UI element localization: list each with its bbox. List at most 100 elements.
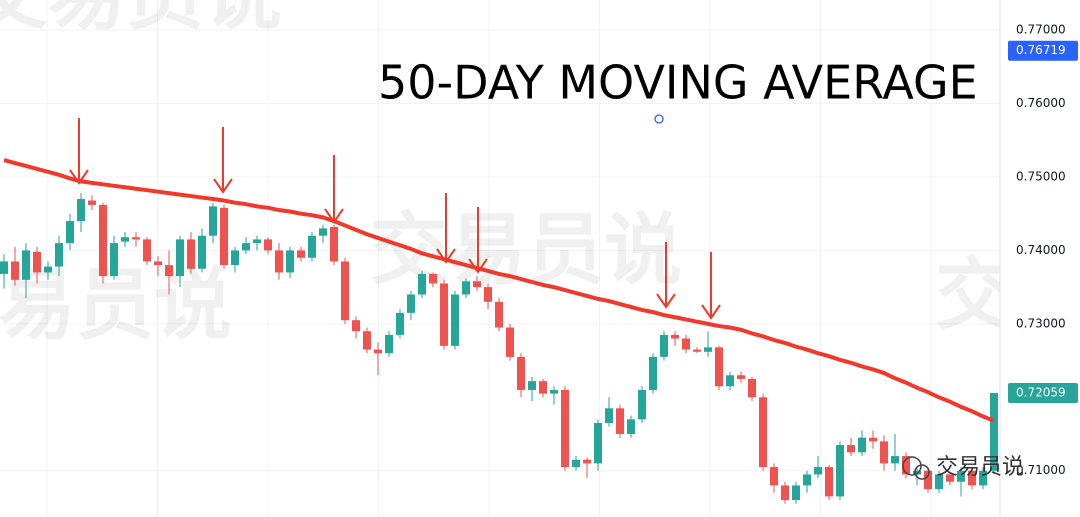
y-tick-label: 0.73000 bbox=[1016, 316, 1066, 330]
price-axis bbox=[1000, 0, 1080, 517]
candle-body bbox=[715, 347, 723, 387]
candle-body bbox=[550, 389, 558, 394]
candle-body bbox=[737, 375, 745, 379]
candle-body bbox=[33, 251, 41, 273]
candle-body bbox=[253, 239, 261, 244]
candle-body bbox=[22, 250, 30, 280]
candle-body bbox=[506, 327, 514, 357]
candle-body bbox=[561, 389, 569, 468]
candle-body bbox=[528, 381, 536, 390]
candle-body bbox=[847, 445, 855, 453]
candle-body bbox=[88, 200, 96, 205]
arrow bbox=[701, 252, 721, 320]
candle-body bbox=[231, 250, 239, 266]
candle-body bbox=[759, 397, 767, 468]
candle-body bbox=[154, 261, 162, 266]
candle-body bbox=[462, 281, 470, 295]
candle-body bbox=[264, 239, 272, 251]
candle-body bbox=[836, 445, 844, 497]
candle-body bbox=[407, 294, 415, 313]
price-label-box bbox=[1008, 382, 1078, 403]
y-tick-label: 0.74000 bbox=[1016, 243, 1066, 257]
arrows bbox=[69, 118, 721, 320]
arrow bbox=[213, 127, 233, 194]
logo-text: 交易员说 bbox=[936, 455, 1024, 480]
chart-title: 50-DAY MOVING AVERAGE bbox=[378, 56, 978, 110]
candle-body bbox=[979, 470, 987, 486]
candle-body bbox=[968, 470, 976, 486]
candle-body bbox=[616, 408, 624, 435]
candle-body bbox=[0, 261, 8, 274]
candle-body bbox=[649, 356, 657, 390]
watermark: 交易员说 bbox=[0, 0, 282, 40]
candle-body bbox=[440, 283, 448, 346]
candle-body bbox=[319, 228, 327, 236]
y-tick-label: 0.77000 bbox=[1016, 23, 1066, 37]
candle-body bbox=[902, 456, 910, 475]
candle-body bbox=[495, 301, 503, 328]
candle-body bbox=[869, 437, 877, 442]
price-label: 0.72059 bbox=[1016, 385, 1066, 399]
candle-body bbox=[242, 243, 250, 251]
candle-body bbox=[583, 459, 591, 464]
candle-body bbox=[704, 347, 712, 352]
candle-body bbox=[946, 474, 954, 482]
candle-body bbox=[825, 467, 833, 497]
candle-body bbox=[99, 204, 107, 277]
candle-body bbox=[429, 273, 437, 284]
candle-body bbox=[11, 261, 19, 280]
marker bbox=[654, 114, 664, 124]
candle-body bbox=[374, 349, 382, 354]
candle-body bbox=[638, 389, 646, 420]
candle-body bbox=[539, 381, 547, 394]
candle-body bbox=[396, 312, 404, 335]
candle-body bbox=[484, 287, 492, 302]
candle-body bbox=[385, 334, 393, 354]
arrow bbox=[436, 193, 456, 264]
candle-body bbox=[275, 250, 283, 273]
arrow bbox=[324, 155, 344, 224]
candle-body bbox=[132, 237, 140, 240]
moving-average bbox=[3, 158, 995, 423]
candle-body bbox=[781, 485, 789, 501]
candle-body bbox=[451, 294, 459, 346]
candle-body bbox=[682, 338, 690, 350]
candle-body bbox=[297, 250, 305, 258]
candle-body bbox=[803, 474, 811, 486]
logo: 交易员说 bbox=[902, 455, 1024, 480]
candle-body bbox=[363, 331, 371, 350]
candle-body bbox=[891, 456, 899, 464]
candle-body bbox=[121, 237, 129, 242]
candle-body bbox=[286, 250, 294, 273]
candle-body bbox=[77, 199, 85, 222]
candle-body bbox=[55, 243, 63, 267]
candle-body bbox=[627, 419, 635, 435]
candle-body bbox=[66, 221, 74, 244]
candle-body bbox=[341, 261, 349, 321]
candle-body bbox=[330, 226, 338, 262]
candle-body bbox=[792, 485, 800, 501]
logo-icon bbox=[902, 456, 922, 476]
candle-body bbox=[693, 349, 701, 352]
candle-body bbox=[110, 243, 118, 277]
candle-body bbox=[187, 239, 195, 269]
candle-body bbox=[748, 378, 756, 398]
candle-body bbox=[924, 470, 932, 490]
candle-body bbox=[473, 281, 481, 288]
candle-body bbox=[220, 207, 228, 266]
candle-body bbox=[517, 356, 525, 390]
candle-body bbox=[880, 441, 888, 464]
candle-body bbox=[165, 265, 173, 277]
candle-body bbox=[418, 273, 426, 295]
logo-icon bbox=[914, 464, 930, 480]
candle-body bbox=[198, 235, 206, 269]
candle-body bbox=[308, 235, 316, 258]
y-tick-label: 0.71000 bbox=[1016, 463, 1066, 477]
y-tick-label: 0.76000 bbox=[1016, 96, 1066, 110]
candle-body bbox=[726, 375, 734, 387]
candle-body bbox=[605, 408, 613, 423]
arrow bbox=[656, 242, 676, 309]
candle-body bbox=[770, 467, 778, 486]
candle-body bbox=[594, 423, 602, 464]
